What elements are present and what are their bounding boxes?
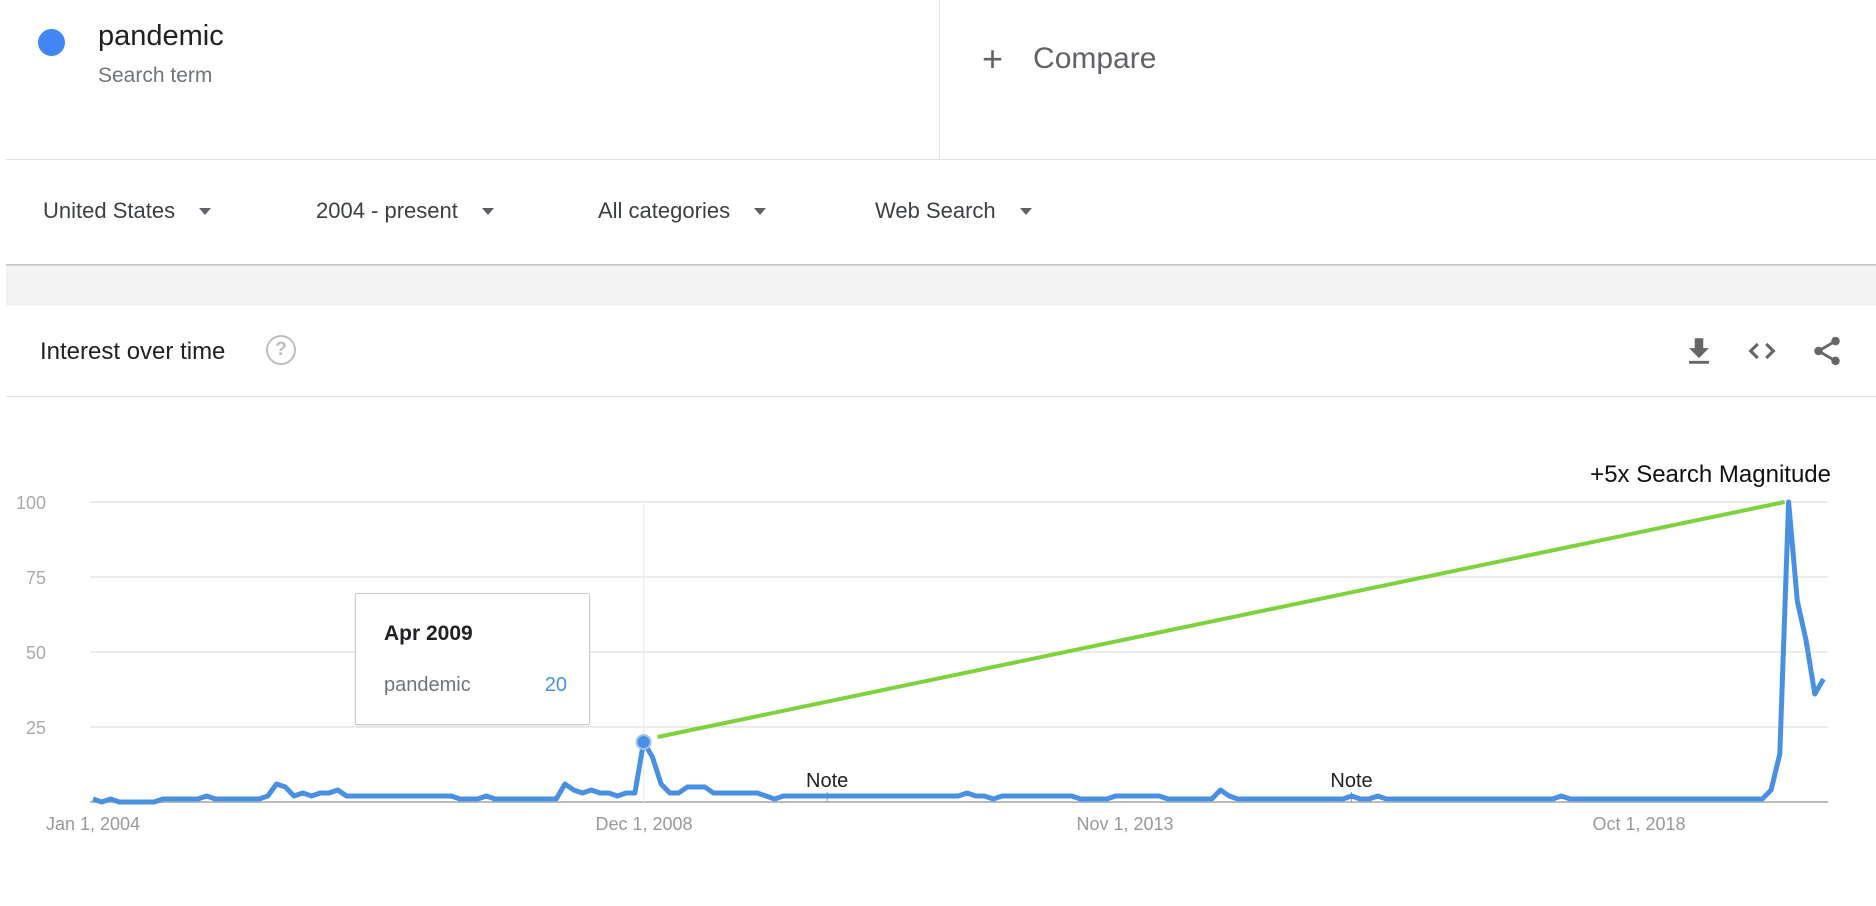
y-tick-label: 100 (16, 493, 46, 513)
card-title: Interest over time (40, 338, 226, 365)
y-tick-label: 50 (26, 643, 46, 663)
series-line-pandemic (92, 499, 1826, 805)
tooltip-date: Apr 2009 (384, 622, 473, 645)
annotation-line (657, 500, 1785, 739)
note-label: Note (806, 770, 848, 792)
interest-over-time-chart: 100 75 50 25 Jan 1, 2004 Dec 1, 2008 Nov 1, 20… (16, 461, 1831, 834)
filter-label: United States (43, 198, 176, 223)
page-background-band (6, 266, 1876, 306)
y-tick-label: 25 (26, 718, 46, 738)
caret-down-icon (1019, 207, 1032, 215)
search-term-color-dot (38, 29, 65, 56)
embed-code-icon[interactable] (1745, 334, 1779, 368)
filter-label: All categories (598, 198, 731, 223)
caret-down-icon (754, 207, 767, 215)
compare-label: Compare (1033, 42, 1157, 75)
chart-tooltip: Apr 2009 pandemic 20 (355, 593, 590, 725)
x-tick-label: Dec 1, 2008 (595, 814, 692, 834)
note-label: Note (1330, 770, 1372, 792)
search-term-name[interactable]: pandemic (98, 20, 224, 52)
divider (6, 396, 1876, 397)
tooltip-value: 20 (544, 674, 567, 696)
x-tick-label: Nov 1, 2013 (1076, 814, 1173, 834)
filter-search-type-dropdown[interactable]: Web Search (875, 198, 1032, 224)
filter-label: 2004 - present (316, 198, 458, 223)
y-tick-label: 75 (26, 568, 46, 588)
divider (939, 0, 940, 159)
caret-down-icon (481, 207, 494, 215)
caret-down-icon (199, 207, 212, 215)
filter-time-dropdown[interactable]: 2004 - present (316, 198, 494, 224)
x-tick-label: Oct 1, 2018 (1592, 814, 1685, 834)
filter-bar-shadow (6, 264, 1876, 267)
compare-button[interactable]: + Compare (982, 38, 1156, 80)
download-icon[interactable] (1682, 334, 1716, 368)
search-term-subtitle: Search term (98, 64, 213, 87)
filter-label: Web Search (875, 198, 996, 223)
filter-category-dropdown[interactable]: All categories (598, 198, 767, 224)
tooltip-term: pandemic (384, 674, 471, 696)
share-icon[interactable] (1810, 334, 1844, 368)
highlight-point (635, 734, 652, 750)
x-tick-label: Jan 1, 2004 (46, 814, 140, 834)
divider (6, 159, 1876, 160)
annotation-label: +5x Search Magnitude (1590, 461, 1831, 488)
plus-icon: + (982, 38, 1004, 79)
help-icon[interactable]: ? (266, 335, 296, 365)
filter-region-dropdown[interactable]: United States (43, 198, 212, 224)
